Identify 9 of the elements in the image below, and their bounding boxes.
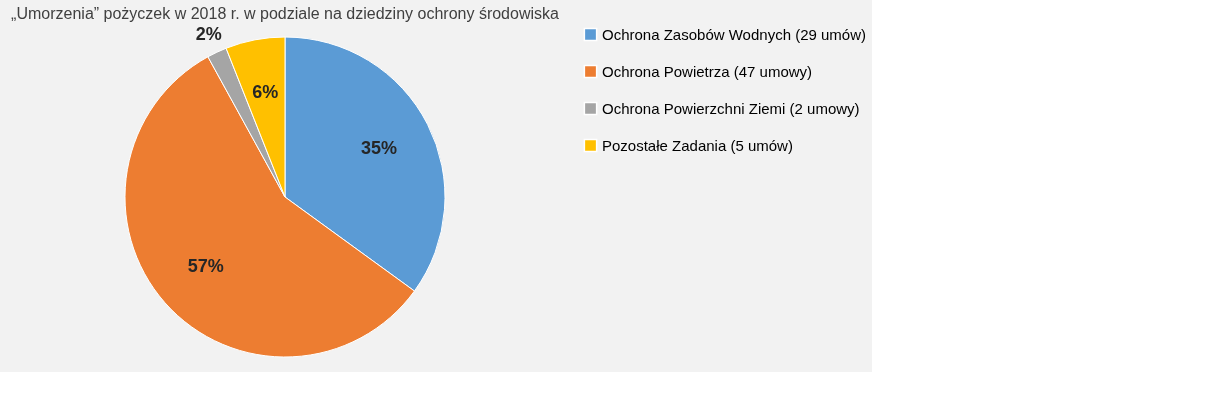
data-label: 6% (252, 82, 279, 103)
data-label: 2% (195, 23, 222, 44)
legend-label: Ochrona Powierzchni Ziemi (2 umowy) (602, 99, 860, 117)
legend-label: Ochrona Powietrza (47 umowy) (602, 62, 813, 80)
data-label: 57% (187, 255, 224, 276)
chart-title: „Umorzenia” pożyczek w 2018 r. w podziale na dziedziny ochrony środowiska (11, 4, 560, 22)
legend-label: Pozostałe Zadania (5 umów) (602, 136, 793, 154)
legend-label: Ochrona Zasobów Wodnych (29 umów) (602, 25, 867, 43)
data-label: 35% (361, 138, 398, 159)
